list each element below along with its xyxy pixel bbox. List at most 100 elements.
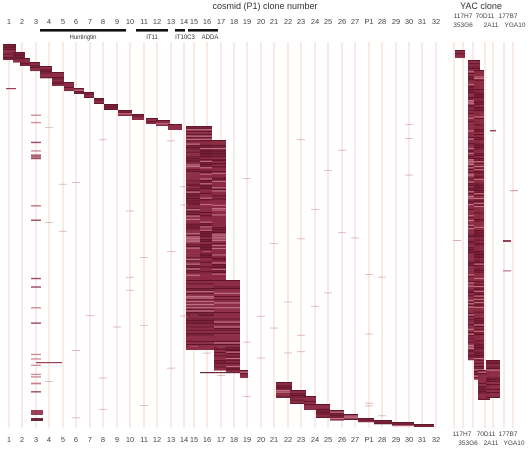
signal-band bbox=[290, 402, 306, 404]
signal-band bbox=[186, 291, 214, 293]
signal-band bbox=[59, 183, 67, 185]
signal-band bbox=[212, 219, 226, 221]
signal-band bbox=[212, 211, 226, 213]
signal-band bbox=[474, 250, 484, 252]
signal-band bbox=[118, 111, 132, 113]
signal-band bbox=[474, 153, 484, 155]
cosmid-label: 16 bbox=[203, 17, 211, 26]
signal-band bbox=[186, 137, 212, 139]
signal-band bbox=[200, 152, 226, 154]
cosmid-label: 20 bbox=[257, 17, 265, 26]
signal-band bbox=[374, 421, 392, 423]
gene-bar-it11 bbox=[136, 29, 168, 32]
signal-band bbox=[186, 289, 214, 291]
signal-band bbox=[212, 240, 226, 242]
signal-band bbox=[64, 83, 74, 85]
signal-band bbox=[113, 326, 121, 328]
cosmid-label: 24 bbox=[311, 17, 319, 26]
signal-band bbox=[474, 110, 484, 112]
signal-band bbox=[474, 212, 484, 214]
signal-band bbox=[474, 292, 484, 294]
signal-band bbox=[186, 150, 212, 152]
signal-band bbox=[365, 333, 373, 335]
signal-band bbox=[186, 307, 214, 309]
signal-band bbox=[212, 187, 226, 189]
signal-band bbox=[474, 185, 484, 187]
signal-band bbox=[478, 376, 490, 378]
signal-band bbox=[99, 408, 107, 410]
signal-band bbox=[304, 402, 316, 404]
signal-band bbox=[214, 296, 240, 298]
cosmid-label: 19 bbox=[243, 435, 251, 444]
signal-band bbox=[474, 273, 484, 275]
cosmid-label: 12 bbox=[153, 435, 161, 444]
signal-band bbox=[474, 103, 484, 105]
signal-band bbox=[276, 386, 292, 388]
signal-band bbox=[186, 321, 214, 323]
signal-band bbox=[474, 313, 484, 315]
signal-band bbox=[186, 276, 212, 278]
signal-band bbox=[212, 232, 226, 234]
signal-band bbox=[214, 294, 240, 296]
signal-band bbox=[474, 246, 484, 248]
signal-band bbox=[146, 121, 158, 123]
signal-band bbox=[214, 313, 240, 315]
signal-band bbox=[486, 360, 500, 362]
cosmid-label: 30 bbox=[405, 435, 413, 444]
signal-band bbox=[186, 199, 212, 201]
signal-band bbox=[31, 391, 41, 393]
signal-band bbox=[126, 289, 134, 291]
signal-band bbox=[212, 220, 226, 222]
signal-band bbox=[214, 291, 240, 293]
signal-band bbox=[186, 258, 212, 260]
signal-band bbox=[474, 151, 484, 153]
signal-band bbox=[212, 227, 226, 229]
signal-band bbox=[146, 118, 158, 124]
signal-band bbox=[94, 99, 104, 101]
signal-band bbox=[190, 345, 198, 347]
signal-band bbox=[104, 104, 118, 110]
gene-label-adda: ADDA bbox=[202, 35, 219, 41]
signal-band bbox=[186, 308, 214, 310]
signal-band bbox=[276, 383, 292, 385]
signal-band bbox=[186, 329, 214, 331]
signal-band bbox=[200, 149, 226, 151]
signal-band bbox=[290, 394, 306, 396]
signal-band bbox=[212, 260, 226, 262]
signal-band bbox=[474, 206, 484, 208]
signal-band bbox=[203, 352, 211, 354]
signal-band bbox=[186, 159, 212, 161]
signal-band bbox=[167, 140, 175, 142]
signal-band bbox=[478, 371, 490, 373]
signal-band bbox=[214, 302, 240, 304]
signal-band bbox=[3, 55, 16, 57]
cosmid-label: 18 bbox=[230, 435, 238, 444]
signal-band bbox=[30, 70, 40, 72]
signal-band bbox=[203, 251, 211, 252]
signal-band bbox=[474, 263, 484, 265]
signal-band bbox=[316, 416, 330, 418]
signal-band bbox=[330, 410, 344, 412]
signal-band bbox=[214, 307, 240, 309]
signal-band bbox=[212, 224, 226, 226]
signal-band bbox=[186, 225, 212, 227]
yac-label-177b7-bottom: 177B7 bbox=[499, 431, 518, 438]
signal-band bbox=[186, 345, 214, 347]
signal-band bbox=[474, 310, 484, 312]
signal-band bbox=[200, 159, 226, 161]
signal-band bbox=[72, 417, 80, 419]
signal-band bbox=[474, 319, 484, 321]
signal-band bbox=[45, 222, 53, 223]
signal-band bbox=[478, 390, 490, 392]
signal-band bbox=[474, 210, 484, 212]
signal-band bbox=[186, 138, 212, 140]
signal-band bbox=[276, 385, 292, 387]
signal-band bbox=[212, 206, 226, 208]
signal-band bbox=[474, 322, 484, 324]
signal-band bbox=[284, 352, 292, 354]
cosmid-label: 23 bbox=[297, 17, 305, 26]
signal-band bbox=[474, 362, 484, 364]
signal-band bbox=[186, 148, 212, 150]
signal-band bbox=[276, 396, 292, 398]
signal-band bbox=[455, 50, 465, 52]
